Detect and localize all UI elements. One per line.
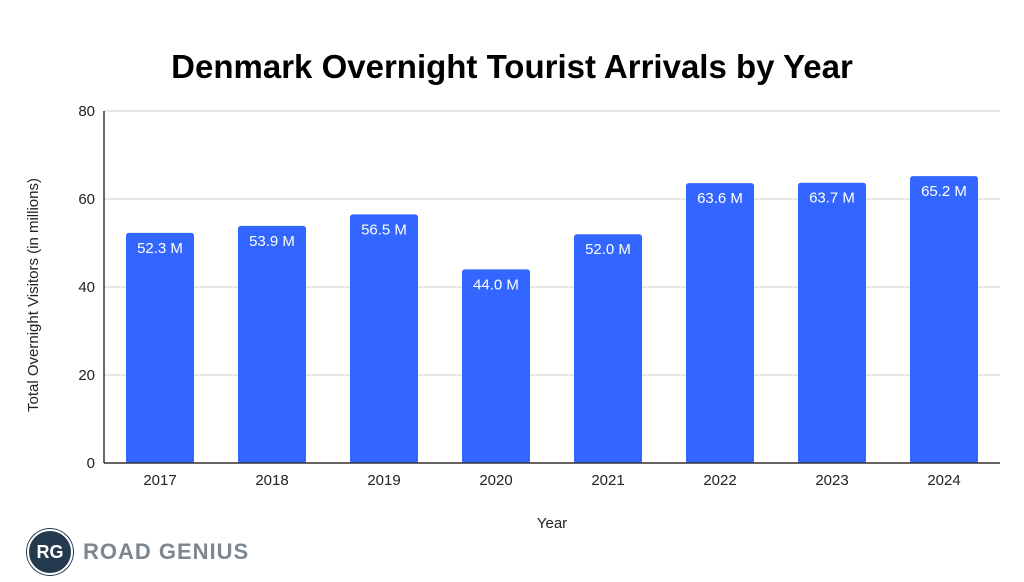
x-tick-label: 2017 bbox=[143, 472, 176, 489]
logo-badge: RG bbox=[27, 529, 73, 575]
data-label-2021: 52.0 M bbox=[585, 241, 631, 258]
road-genius-logo: RG ROAD GENIUS bbox=[27, 529, 249, 575]
y-tick-label: 40 bbox=[78, 279, 95, 296]
data-label-2022: 63.6 M bbox=[697, 190, 743, 207]
bar-2021 bbox=[574, 234, 642, 463]
data-label-2018: 53.9 M bbox=[249, 233, 295, 250]
x-tick-label: 2024 bbox=[927, 472, 960, 489]
data-label-2017: 52.3 M bbox=[137, 240, 183, 257]
bar-2022 bbox=[686, 183, 754, 463]
chart-title: Denmark Overnight Tourist Arrivals by Ye… bbox=[171, 48, 853, 85]
bar-2023 bbox=[798, 182, 866, 463]
x-tick-label: 2020 bbox=[479, 472, 512, 489]
y-axis-label: Total Overnight Visitors (in millions) bbox=[25, 178, 42, 412]
x-axis-label: Year bbox=[537, 515, 567, 532]
x-tick-label: 2023 bbox=[815, 472, 848, 489]
x-tick-label: 2021 bbox=[591, 472, 624, 489]
bar-2020 bbox=[462, 269, 530, 463]
bar-2017 bbox=[126, 232, 194, 463]
x-tick-label: 2018 bbox=[255, 472, 288, 489]
y-tick-label: 80 bbox=[78, 103, 95, 120]
bar-2024 bbox=[910, 176, 978, 463]
y-tick-label: 20 bbox=[78, 367, 95, 384]
y-tick-label: 60 bbox=[78, 191, 95, 208]
x-tick-label: 2019 bbox=[367, 472, 400, 489]
data-label-2024: 65.2 M bbox=[921, 183, 967, 200]
bar-2018 bbox=[238, 225, 306, 463]
data-label-2020: 44.0 M bbox=[473, 276, 519, 293]
data-label-2023: 63.7 M bbox=[809, 190, 855, 207]
bar-2019 bbox=[350, 214, 418, 463]
data-label-2019: 56.5 M bbox=[361, 221, 407, 238]
y-tick-label: 0 bbox=[87, 455, 95, 472]
logo-text: ROAD GENIUS bbox=[83, 539, 250, 564]
x-tick-label: 2022 bbox=[703, 472, 736, 489]
